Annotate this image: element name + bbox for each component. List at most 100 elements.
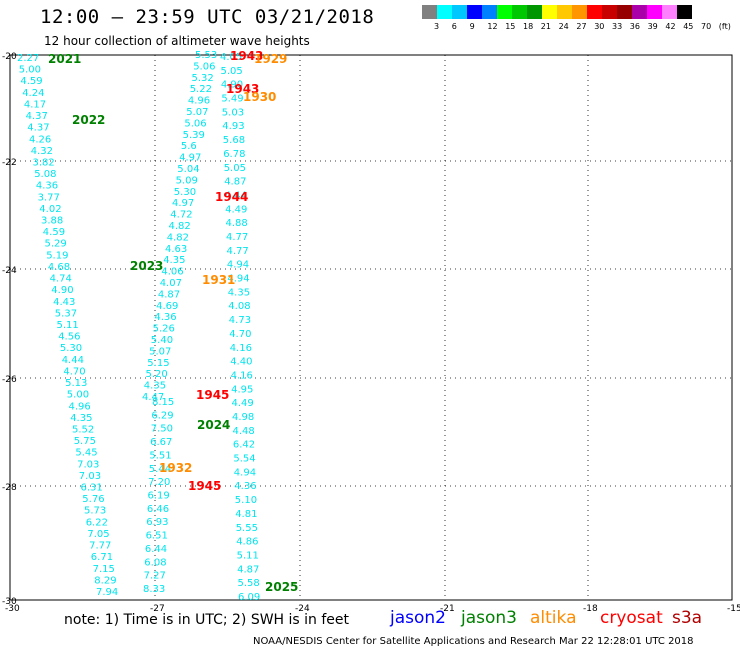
track-value: 4.77 (227, 246, 249, 257)
track-value: 4.08 (228, 301, 250, 312)
track-value: 4.35 (144, 381, 166, 392)
track-value: 3.82 (33, 158, 55, 169)
track-value: 2.27 (17, 53, 39, 64)
track-value: 5.22 (190, 84, 212, 95)
scale-swatch (632, 5, 647, 19)
track-value: 6.09 (238, 592, 260, 603)
legend-altika: altika (530, 608, 577, 628)
track-value: 5.75 (74, 436, 96, 447)
track-value: 5.39 (183, 130, 205, 141)
track-value: 4.35 (70, 413, 92, 424)
pass-label: 1930 (243, 90, 276, 104)
track-value: 4.90 (221, 80, 243, 91)
track-value: 4.86 (236, 537, 258, 548)
scale-swatch (647, 5, 662, 19)
track-value: 4.44 (62, 355, 84, 366)
track-value: 5.73 (84, 506, 106, 517)
track-value: 4.98 (232, 412, 254, 423)
track-value: 4.36 (36, 181, 58, 192)
scale-label: 21 (540, 22, 551, 31)
pass-label: 1943 (230, 49, 263, 63)
track-value: 4.26 (29, 134, 51, 145)
legend-cryosat: cryosat (600, 608, 663, 628)
lon-tick-label: -24 (295, 604, 310, 614)
track-value: 5.68 (223, 135, 245, 146)
track-value: 4.88 (226, 218, 248, 229)
color-scale (422, 5, 692, 19)
scale-label: 33 (612, 22, 623, 31)
pass-label: 1931 (202, 273, 235, 287)
track-value: 4.70 (229, 329, 251, 340)
track-value: 4.16 (230, 343, 252, 354)
pass-label: 1932 (159, 461, 192, 475)
track-value: 4.87 (158, 289, 180, 300)
scale-swatch (557, 5, 572, 19)
track-value: 4.94 (234, 467, 256, 478)
track-value: 7.05 (87, 529, 109, 540)
lon-tick-label: -15 (727, 604, 740, 614)
pass-label: 1945 (188, 479, 221, 493)
lat-tick-label: -26 (2, 375, 17, 385)
track-value: 3.77 (38, 192, 60, 203)
track-value: 5.32 (192, 73, 214, 84)
scale-label: 12 (487, 22, 498, 31)
track-value: 7.77 (89, 541, 111, 552)
track-value: 4.40 (230, 357, 252, 368)
scale-swatch (677, 5, 692, 19)
track-value: 5.15 (147, 358, 169, 369)
track-value: 5.07 (186, 107, 208, 118)
track-value: 6.44 (145, 544, 167, 555)
track-value: 7.15 (93, 564, 115, 575)
track-value: 5.44 (149, 464, 171, 475)
track-value: 6.42 (233, 440, 255, 451)
legend-jason2: jason2 (390, 608, 446, 628)
track-value: 5.00 (19, 65, 41, 76)
track-value: 5.49 (221, 94, 243, 105)
legend-jason3: jason3 (461, 608, 517, 628)
track-value: 6.51 (146, 531, 168, 542)
track-value: 6.78 (223, 149, 245, 160)
lat-tick-label: -20 (2, 52, 17, 62)
track-value: 6.31 (81, 483, 103, 494)
track-value: 5.51 (149, 450, 171, 461)
track-value: 5.00 (67, 390, 89, 401)
track-value: 5.30 (60, 343, 82, 354)
track-value: 5.30 (174, 187, 196, 198)
track-value: 7.27 (144, 571, 166, 582)
scale-label: 9 (469, 22, 475, 31)
track-value: 5.53 (195, 50, 217, 61)
track-value: 4.37 (27, 123, 49, 134)
track-value: 4.48 (233, 426, 255, 437)
pass-label: 2024 (197, 418, 230, 432)
track-value: 8.15 (152, 397, 174, 408)
scale-label: 15 (505, 22, 516, 31)
track-value: 5.05 (221, 66, 243, 77)
page-title: 12:00 – 23:59 UTC 03/21/2018 (40, 6, 375, 28)
track-value: 4.68 (48, 262, 70, 273)
track-value: 4.59 (43, 227, 65, 238)
track-value: 4.05 (220, 52, 242, 63)
track-value: 4.74 (50, 274, 72, 285)
track-value: 5.29 (45, 239, 67, 250)
scale-label: 6 (451, 22, 457, 31)
track-value: 5.55 (236, 523, 258, 534)
track-value: 8.29 (94, 575, 116, 586)
scale-swatch (542, 5, 557, 19)
track-value: 6.67 (150, 437, 172, 448)
track-value: 4.24 (22, 88, 44, 99)
track-value: 4.07 (160, 278, 182, 289)
track-value: 5.13 (65, 378, 87, 389)
track-value: 4.43 (53, 297, 75, 308)
track-value: 4.94 (227, 260, 249, 271)
scale-swatch (572, 5, 587, 19)
track-value: 4.35 (163, 255, 185, 266)
track-value: 4.82 (167, 232, 189, 243)
track-value: 5.26 (153, 324, 175, 335)
scale-swatch (452, 5, 467, 19)
track-value: 5.6 (181, 141, 197, 152)
track-value: 4.49 (225, 204, 247, 215)
track-value: 4.73 (229, 315, 251, 326)
pass-label: 1945 (196, 388, 229, 402)
lon-tick-label: -30 (5, 604, 20, 614)
